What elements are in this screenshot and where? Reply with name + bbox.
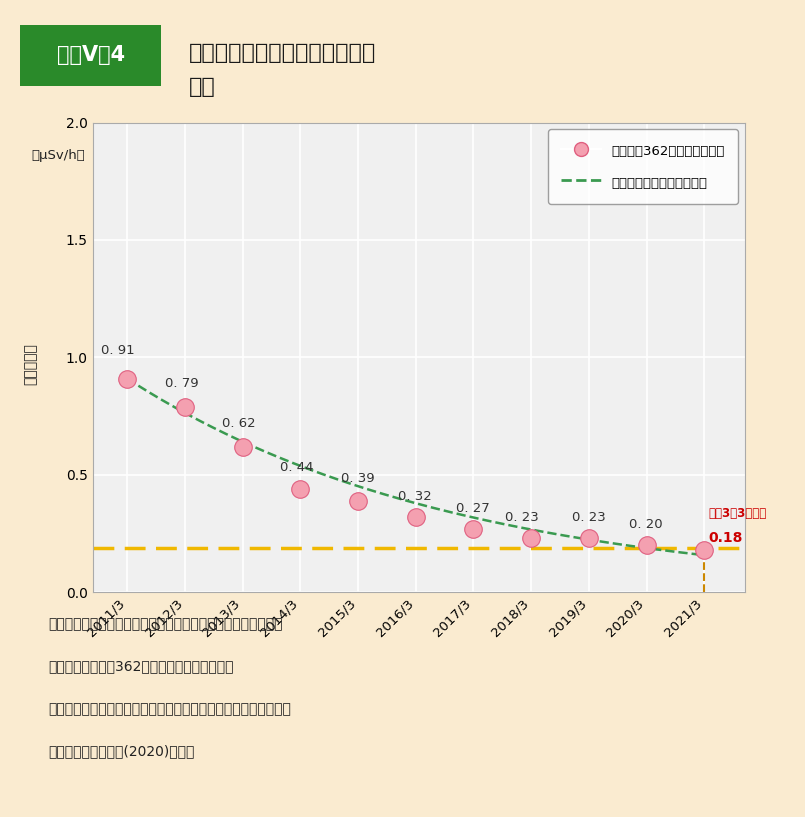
Text: 資料：福島県「森林における放射性物質の状況と今後の予測につ: 資料：福島県「森林における放射性物質の状況と今後の予測につ [48, 702, 291, 716]
Text: 0. 62: 0. 62 [222, 417, 256, 431]
Text: 0. 23: 0. 23 [572, 511, 605, 525]
Point [582, 532, 595, 545]
Text: 0. 79: 0. 79 [165, 377, 198, 391]
Point [121, 372, 134, 385]
Text: 0. 20: 0. 20 [630, 518, 663, 531]
Point [698, 543, 711, 556]
Point [236, 440, 249, 453]
Text: （μSv/h）: （μSv/h） [31, 149, 85, 162]
Text: 注：放射性セシウムの物理減衰曲線とモニタリング実測値（福: 注：放射性セシウムの物理減衰曲線とモニタリング実測値（福 [48, 617, 283, 631]
Text: 資料V－4: 資料V－4 [56, 45, 125, 65]
Text: 令和3年3月時点: 令和3年3月時点 [709, 507, 767, 520]
Point [525, 532, 538, 545]
Point [352, 494, 365, 507]
Text: 0. 44: 0. 44 [280, 461, 314, 474]
Point [640, 539, 653, 552]
Text: 推移: 推移 [189, 78, 216, 97]
Point [294, 482, 307, 495]
Text: 0. 91: 0. 91 [101, 345, 135, 358]
Point [467, 522, 480, 535]
Text: 空間線量率: 空間線量率 [23, 342, 38, 385]
Legend: 実測値（362箇所の平均値）, 物理学的減衰による予測値: 実測値（362箇所の平均値）, 物理学的減衰による予測値 [548, 129, 738, 203]
Text: 島県の森林内362か所の平均値）の関係。: 島県の森林内362か所の平均値）の関係。 [48, 659, 233, 673]
Text: 0. 39: 0. 39 [341, 472, 374, 485]
Text: 0. 27: 0. 27 [456, 502, 490, 515]
Text: 福島県の森林内の空間線量率の: 福島県の森林内の空間線量率の [189, 43, 377, 63]
Point [179, 400, 192, 413]
Text: 0. 23: 0. 23 [506, 511, 539, 525]
Text: 0. 32: 0. 32 [398, 490, 432, 503]
Text: 0.18: 0.18 [709, 531, 743, 546]
Text: いて」（令和２(2020)年度）: いて」（令和２(2020)年度） [48, 744, 195, 758]
Point [409, 511, 422, 524]
